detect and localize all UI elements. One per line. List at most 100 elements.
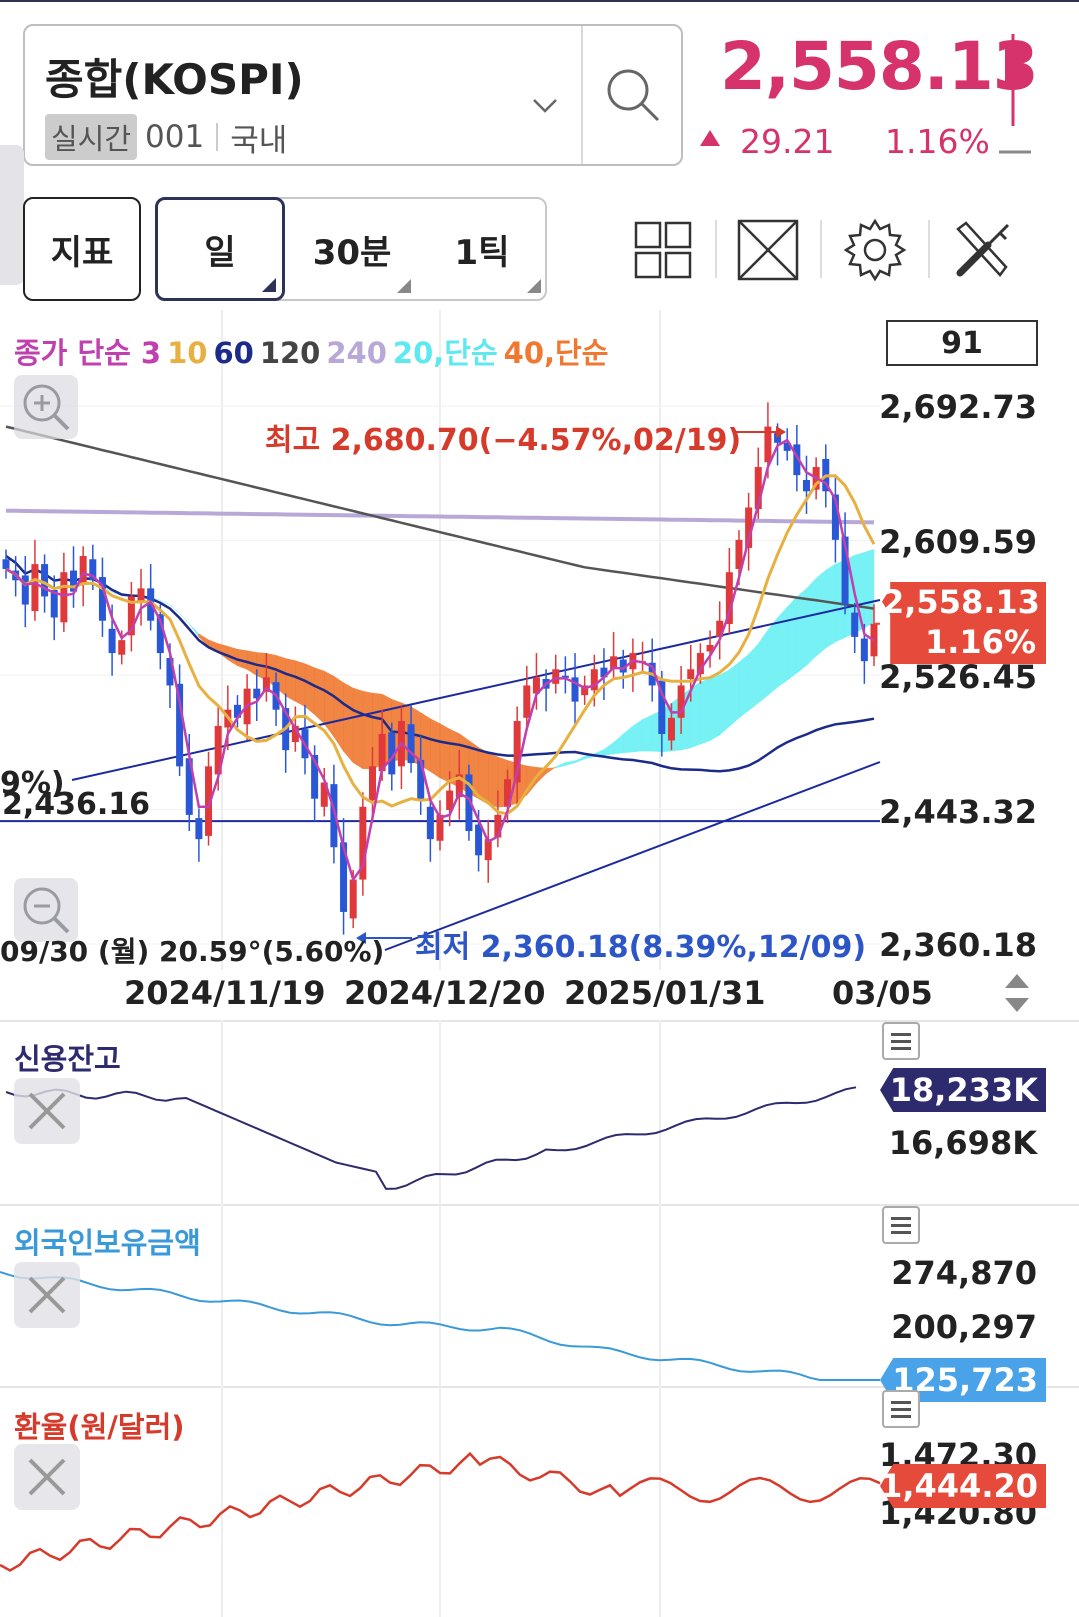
candle-body [667,717,675,741]
y-axis-label: 2,443.32 [879,793,1037,831]
candle-body [233,704,241,718]
candle-body [108,628,116,654]
layout-grid-icon[interactable] [628,215,698,285]
ma-ribbon-segment [825,563,836,649]
candle-count-box[interactable]: 91 [886,320,1038,366]
candle-body [610,656,618,670]
side-drawer-handle[interactable] [0,145,24,285]
candle-body [156,614,164,654]
fx-panel-title: 환율(원/달러) [14,1410,185,1444]
fullscreen-icon[interactable] [733,215,803,285]
candle-body [320,782,328,807]
close-icon[interactable] [14,1262,80,1328]
panel-menu-button[interactable] [882,1390,920,1428]
candle-body [802,479,810,492]
candle-body [561,675,569,678]
x-axis-label: 2025/01/31 [564,974,766,1012]
panel-menu-button[interactable] [882,1206,920,1244]
index-selector-main[interactable]: 종합(KOSPI) 실시간 001 국내 [25,26,581,164]
price-change: 29.21 [740,122,835,161]
panel-divider [0,1386,1079,1388]
ma-ribbon-segment [806,577,817,667]
candle-body [311,755,319,799]
ma-3-line [5,438,875,883]
candle-body [378,733,386,772]
candle-body [513,721,521,783]
sub-indicator-charts[interactable] [0,1020,1079,1617]
ma-ribbon-segment [285,658,296,702]
period-label: 30분 [312,232,392,273]
panel-divider [0,1204,1079,1206]
candle-body [291,725,299,743]
candle-body [205,766,213,836]
low-arrow-head [356,932,366,944]
candle-body [677,685,685,718]
candle-body [2,559,10,569]
candle-body [658,680,666,734]
market-region: 국내 [230,122,288,159]
candle-body [60,572,68,623]
tools-icon[interactable] [948,215,1018,285]
price-chart[interactable] [0,310,1079,970]
candle-body [523,685,531,718]
credit-value-tag: 18,233K [880,1068,1046,1112]
chevron-down-icon[interactable] [532,98,558,114]
candle-body [745,507,753,548]
candle-body [330,784,338,848]
divider [928,220,930,278]
candle-body [552,669,560,684]
foreign-panel-title: 외국인보유금액 [14,1226,201,1260]
realtime-badge: 실시간 [45,114,138,160]
scroll-arrows-icon[interactable] [1003,970,1031,1016]
index-name: 종합(KOSPI) [45,55,304,104]
candle-body [764,426,772,463]
zoom-in-icon [23,384,70,431]
zoom-out-button[interactable] [14,878,78,942]
candle-body [484,839,492,861]
candle-body [407,724,415,764]
ma-ribbon-segment [796,587,807,674]
candle-body [253,688,261,699]
foreign-line [0,1271,880,1381]
fx-line [0,1451,881,1572]
candle-body [494,814,502,838]
close-icon[interactable] [14,1444,80,1510]
ma-ribbon-segment [748,643,759,712]
ma-ribbon-segment [574,755,585,764]
gear-icon[interactable] [840,215,910,285]
search-button[interactable] [581,26,683,164]
candle-body [831,494,839,540]
candle-body [504,779,512,807]
ma-ribbon-segment [786,596,798,681]
candle-body [50,589,58,618]
ma-ribbon-segment [352,687,364,770]
legend-item: 120 [259,336,321,370]
low-annotation: 최저 2,360.18(8.39%,12/09) [415,930,867,965]
foreign-axis-label: 200,297 [891,1308,1037,1346]
close-icon[interactable] [14,1078,80,1144]
ma-ribbon-segment [343,682,354,764]
panel-menu-button[interactable] [882,1022,920,1060]
ma-ribbon-segment [777,606,788,688]
mini-candle-icon [999,34,1031,154]
hline-label: 2,436.16 [2,787,151,822]
candle-body [725,572,733,624]
period-30min-button[interactable]: 30분 [287,199,417,299]
candle-body [619,659,627,673]
candle-body [137,588,145,603]
zoom-out-icon [23,887,70,934]
candle-body [735,539,743,569]
ma-ribbon-segment [758,629,769,704]
indicator-button[interactable]: 지표 [23,197,141,301]
index-selector[interactable]: 종합(KOSPI) 실시간 001 국내 [23,24,683,166]
period-label: 1틱 [454,232,510,273]
period-day-button[interactable]: 일 [155,197,285,301]
period-tick-button[interactable]: 1틱 [417,199,547,299]
x-axis-label: 03/05 [832,974,933,1012]
ma-ribbon-segment [729,661,740,728]
legend-item: 20,단순 [392,336,498,370]
candle-body [793,444,801,476]
ma-ribbon-segment [324,670,335,738]
zoom-in-button[interactable] [14,375,78,439]
candle-body [532,677,540,694]
